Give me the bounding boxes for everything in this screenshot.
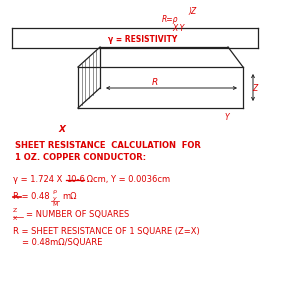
Text: ρ: ρ <box>52 189 56 194</box>
Text: X: X <box>13 216 17 221</box>
Text: SHEET RESISTANCE  CALCULATION  FOR: SHEET RESISTANCE CALCULATION FOR <box>15 141 201 150</box>
Text: Z: Z <box>252 84 257 93</box>
Text: R = SHEET RESISTANCE OF 1 SQUARE (Z=X): R = SHEET RESISTANCE OF 1 SQUARE (Z=X) <box>13 227 200 236</box>
Text: R = 0.48: R = 0.48 <box>13 192 50 201</box>
Text: = 0.48mΩ/SQUARE: = 0.48mΩ/SQUARE <box>22 238 102 247</box>
Text: X: X <box>58 125 65 134</box>
Text: Y: Y <box>225 113 230 122</box>
Text: R: R <box>152 78 158 87</box>
Text: Z: Z <box>13 208 17 213</box>
Text: y: y <box>52 196 56 201</box>
Text: mΩ: mΩ <box>62 192 77 201</box>
Text: γ = RESISTIVITY: γ = RESISTIVITY <box>108 35 177 44</box>
Text: Ωcm, Y = 0.0036cm: Ωcm, Y = 0.0036cm <box>84 175 170 184</box>
Text: γ = 1.724 X: γ = 1.724 X <box>13 175 65 184</box>
Text: 1 OZ. COPPER CONDUCTOR:: 1 OZ. COPPER CONDUCTOR: <box>15 153 146 162</box>
Text: )Z: )Z <box>188 7 196 16</box>
Text: X Y: X Y <box>172 24 184 33</box>
Text: M: M <box>52 202 57 207</box>
Text: = NUMBER OF SQUARES: = NUMBER OF SQUARES <box>26 210 129 219</box>
Text: R=ρ: R=ρ <box>162 15 178 24</box>
Text: 10-6: 10-6 <box>66 175 85 184</box>
